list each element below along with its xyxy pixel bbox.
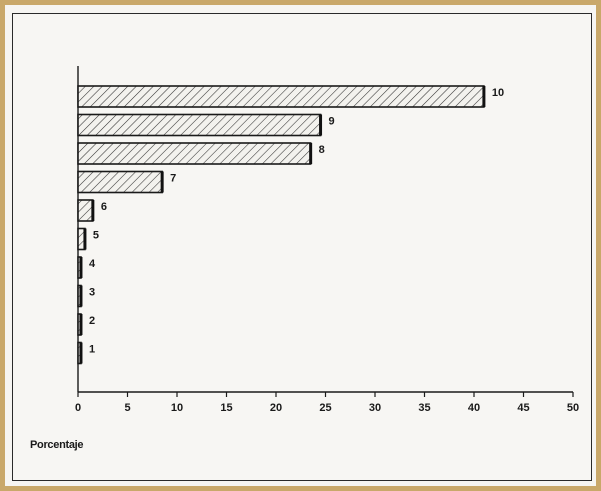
x-tick-labels: 0 5 10 15 20 25 30 35 40 45 50: [75, 392, 579, 414]
bar-chart: 10 9 8 7 6 5 4 3 2 1 0 5 10 15 20 25 30 35 40 45 50 Porcent…: [30, 66, 579, 451]
x-tick-label: 40: [468, 402, 480, 414]
bars: [77, 85, 486, 365]
x-tick-label: 5: [124, 402, 130, 414]
bar-label: 7: [170, 173, 176, 185]
bar-label: 4: [89, 258, 96, 270]
bar: [77, 85, 485, 108]
bar-label: 1: [89, 344, 95, 356]
category-labels: 10 9 8 7 6 5 4 3 2 1: [89, 87, 504, 356]
x-tick-label: 10: [171, 402, 183, 414]
bar-label: 5: [93, 230, 99, 242]
bar: [77, 142, 312, 165]
x-axis-label: Porcentaje: [30, 439, 83, 451]
bar-label: 6: [101, 201, 107, 213]
bar: [77, 199, 94, 222]
bar: [77, 113, 322, 137]
x-tick-label: 35: [418, 402, 430, 414]
x-tick-label: 45: [517, 402, 529, 414]
x-tick-label: 20: [270, 402, 282, 414]
x-tick-label: 15: [220, 402, 232, 414]
bar: [77, 170, 163, 194]
bar-label: 3: [89, 287, 95, 299]
x-tick-label: 30: [369, 402, 381, 414]
x-tick-label: 0: [75, 402, 81, 414]
bar-label: 8: [319, 144, 325, 156]
x-tick-label: 50: [567, 402, 579, 414]
x-tick-label: 25: [319, 402, 331, 414]
bar-label: 9: [329, 116, 335, 128]
bar-label: 2: [89, 315, 95, 327]
chart-panel: 10 9 8 7 6 5 4 3 2 1 0 5 10 15 20 25 30 35 40 45 50 Porcent…: [12, 13, 592, 481]
bar-label: 10: [492, 87, 504, 99]
